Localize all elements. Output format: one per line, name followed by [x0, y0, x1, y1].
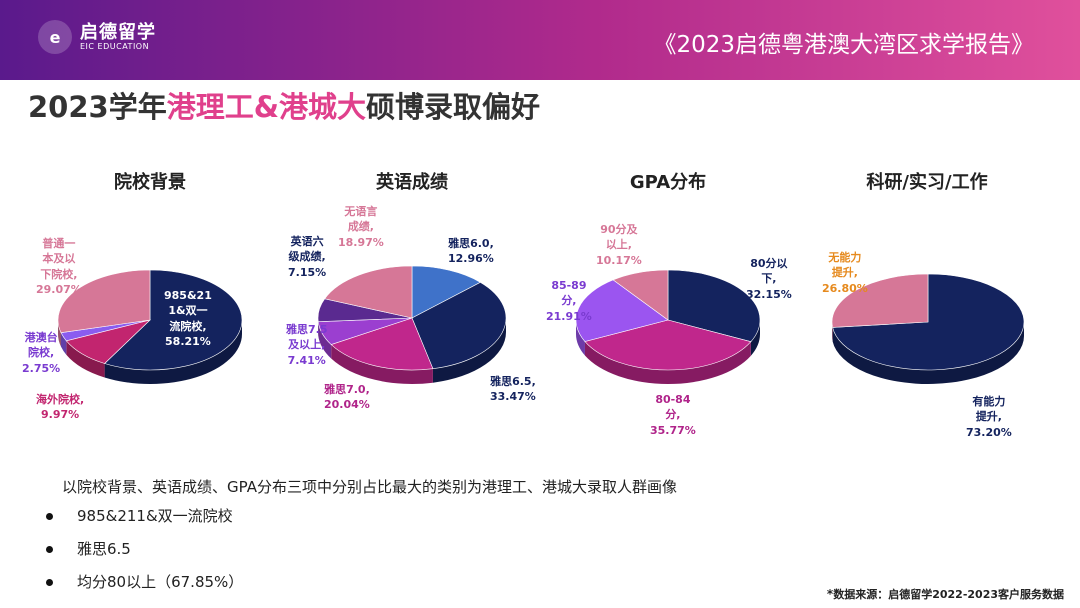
pie-school-background — [57, 269, 243, 385]
chart-title-english: 英语成绩 — [376, 172, 448, 193]
label-c2-cet6: 英语六 级成绩, 7.15% — [288, 235, 327, 279]
label-c1-overseas: 海外院校, 9.97% — [36, 393, 85, 422]
pie-slice-1-2 — [330, 317, 434, 371]
label-c2-ielts75: 雅思7.5 及以上, 7.41% — [286, 323, 328, 367]
pie-slice-3-1 — [831, 273, 929, 328]
pie-gpa-distribution — [575, 269, 761, 385]
pie-side-0-0 — [104, 320, 242, 385]
chart-title-school: 院校背景 — [114, 172, 186, 193]
bullet-item: 均分80以上（67.85%） — [46, 566, 243, 599]
label-c4-no: 无能力 提升, 26.80% — [822, 251, 868, 295]
pie-slice-0-3 — [57, 269, 151, 333]
eic-logo: e 启德留学 EIC EDUCATION — [38, 20, 156, 54]
label-c3-90plus: 90分及 以上, 10.17% — [596, 223, 642, 267]
bullet-dot-icon — [46, 579, 53, 586]
pie-research-intern-work — [831, 273, 1025, 384]
pie-slice-1-5 — [324, 265, 413, 319]
pie-slice-2-2 — [575, 279, 669, 342]
bullet-dot-icon — [46, 546, 53, 553]
pie-side-0-2 — [60, 332, 67, 355]
pie-slice-2-0 — [667, 269, 761, 343]
pie-english-score — [317, 265, 507, 385]
pie-side-1-2 — [331, 344, 433, 385]
chart-title-gpa: GPA分布 — [629, 172, 707, 193]
label-c3-8084: 80-84 分, 35.77% — [650, 393, 696, 437]
pie-slice-0-0 — [104, 269, 243, 371]
pie-side-2-1 — [584, 341, 751, 385]
bullet-item: 985&211&双一流院校 — [46, 500, 243, 533]
pie-side-3-0 — [832, 322, 1024, 384]
source-text: 数据来源：启德留学2022-2023客户服务数据 — [833, 588, 1064, 601]
label-c1-hkmt: 港澳台 院校, 2.75% — [22, 331, 61, 375]
label-c2-ielts60: 雅思6.0, 12.96% — [448, 237, 494, 266]
pie-side-2-0 — [750, 320, 760, 356]
label-c4-yes: 有能力 提升, 73.20% — [966, 395, 1012, 439]
eic-logo-icon: e — [38, 20, 72, 54]
page-title: 2023学年港理工&港城大硕博录取偏好 — [28, 84, 540, 126]
label-c2-ielts70: 雅思7.0, 20.04% — [324, 383, 370, 412]
pie-slice-1-1 — [411, 281, 507, 370]
pie-side-1-3 — [318, 321, 332, 359]
pie-slice-1-0 — [411, 265, 481, 319]
label-c2-ielts65: 雅思6.5, 33.47% — [490, 375, 536, 404]
source-asterisk: * — [826, 587, 834, 601]
page-title-part2: 硕博录取偏好 — [366, 90, 541, 124]
chart-title-research: 科研/实习/工作 — [866, 172, 988, 193]
page-title-part1: 2023学年 — [28, 90, 167, 124]
pie-slice-2-3 — [612, 269, 669, 321]
logo-en-text: EIC EDUCATION — [80, 41, 150, 51]
bullet-dot-icon — [46, 513, 53, 520]
report-title: 《2023启德粤港澳大湾区求学报告》 — [653, 32, 1034, 58]
label-c3-8589: 85-89 分, 21.91% — [546, 279, 592, 323]
label-c1-985: 985&21 1&双一 流院校, 58.21% — [164, 289, 212, 349]
bullet-item: 雅思6.5 — [46, 533, 243, 566]
pie-side-2-2 — [576, 320, 585, 356]
label-c1-normal: 普通一 本及以 下院校, 29.07% — [36, 237, 82, 297]
summary-text: 以院校背景、英语成绩、GPA分布三项中分别占比最大的类别为港理工、港城大录取人群… — [62, 478, 677, 496]
pie-slice-2-1 — [584, 319, 752, 371]
pie-side-1-1 — [432, 318, 506, 383]
label-c3-below80: 80分以 下, 32.15% — [746, 257, 792, 301]
bullet-list: 985&211&双一流院校 雅思6.5 均分80以上（67.85%） — [46, 500, 243, 599]
header-bar: e 启德留学 EIC EDUCATION 《2023启德粤港澳大湾区求学报告》 — [0, 0, 1080, 80]
logo-cn-text: 启德留学 — [80, 21, 156, 43]
label-c2-none: 无语言 成绩, 18.97% — [338, 205, 384, 249]
page-title-highlight: 港理工&港城大 — [166, 90, 367, 124]
data-source-note: *数据来源：启德留学2022-2023客户服务数据 — [827, 586, 1064, 602]
